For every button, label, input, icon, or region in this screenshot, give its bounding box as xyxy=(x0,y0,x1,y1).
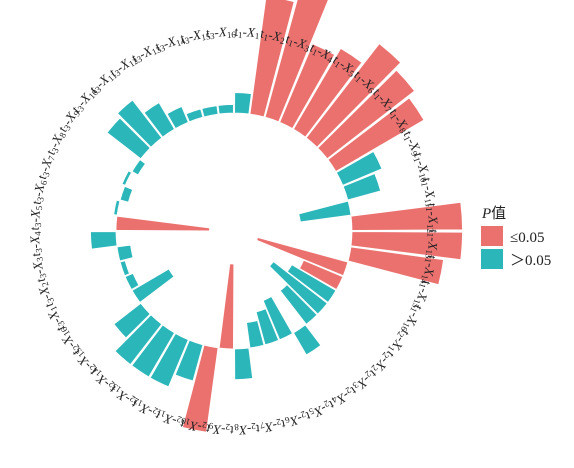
bar-t2-x11 xyxy=(174,339,204,382)
category-label-t2-x9: t2-X9 xyxy=(208,421,234,439)
bar-t3-x3 xyxy=(116,244,134,262)
bar-t2-x14 xyxy=(114,314,163,366)
category-label-t3-x9: t3-X9 xyxy=(55,105,82,135)
category-label-t3-x16: t3-X16 xyxy=(206,23,237,41)
bar-t1-x2 xyxy=(249,0,295,118)
bar-t2-x4 xyxy=(292,324,322,356)
bar-t1-x1 xyxy=(234,92,252,115)
bar-t3-x10 xyxy=(106,117,151,160)
category-labels-group: t1-X1 t1-X2t1-X3t1-X4t1-X5t1-X6t1-X7t1-X8… xyxy=(27,23,442,439)
category-label-t3-x2: t3-X2 xyxy=(34,281,57,310)
category-label-t3-x4: t3-X4 xyxy=(27,231,45,257)
bar-t2-x10 xyxy=(182,344,219,433)
category-label-t2-x10: t2-X10 xyxy=(179,415,211,437)
category-label-t1-x14: t1-X14 xyxy=(418,254,440,286)
bar-t1-x10 xyxy=(342,173,382,201)
bar-t1-x5 xyxy=(292,47,363,138)
category-label-t3-x5: t3-X5 xyxy=(27,205,45,231)
category-label-t2-x5: t2-X5 xyxy=(307,397,337,423)
bar-t3-x9 xyxy=(131,159,146,176)
bar-t2-x12 xyxy=(149,332,189,388)
bars-group xyxy=(90,0,463,433)
bar-t2-x1 xyxy=(286,264,337,303)
category-label-t3-x14: t3-X14 xyxy=(154,30,188,55)
category-label-t1-x7: t1-X7 xyxy=(369,85,398,115)
category-label-t2-x11: t2-X11 xyxy=(154,407,187,432)
category-label-t3-x1: t3-X1 xyxy=(43,304,68,333)
category-label-t3-x8: t3-X8 xyxy=(43,128,69,158)
bar-t2-x16 xyxy=(131,268,175,303)
legend-label-nonsig: ＞0.05 xyxy=(510,253,551,269)
category-label-t3-x7: t3-X7 xyxy=(34,152,57,181)
category-label-t2-x14: t2-X14 xyxy=(86,365,119,397)
bar-t3-x7 xyxy=(119,185,134,203)
category-label-t1-x2: t1-X2 xyxy=(259,26,287,47)
bar-t1-x9 xyxy=(335,150,383,186)
category-label-t2-x3: t2-X3 xyxy=(350,366,380,395)
category-label-t2-x16: t2-X16 xyxy=(53,324,83,358)
category-label-t2-x1: t2-X1 xyxy=(386,327,413,357)
category-label-t2-x12: t2-X12 xyxy=(129,396,162,423)
category-label-t1-x3: t1-X3 xyxy=(284,31,313,54)
bar-t2-x13 xyxy=(131,324,176,378)
bar-t3-x4 xyxy=(90,231,118,250)
bar-t3-x14 xyxy=(185,108,204,123)
legend: P值 ≤0.05 ＞0.05 xyxy=(481,205,551,269)
category-label-t2-x15: t2-X15 xyxy=(68,345,100,378)
category-label-t1-x4: t1-X4 xyxy=(307,40,337,66)
bar-t1-x16 xyxy=(299,259,344,291)
category-label-t2-x4: t2-X4 xyxy=(329,383,359,410)
category-label-t1-x1: t1-X1 xyxy=(234,24,260,42)
bar-t3-x6 xyxy=(113,199,121,216)
bar-t2-x9 xyxy=(218,263,235,350)
bar-t1-x15 xyxy=(256,236,349,277)
category-label-t2-x6: t2-X6 xyxy=(283,408,312,431)
legend-swatch-nonsig xyxy=(481,249,503,269)
legend-swatch-sig xyxy=(481,226,503,246)
bar-t2-x6 xyxy=(255,308,280,346)
bar-t3-x5 xyxy=(115,215,211,232)
bar-t3-x1 xyxy=(124,272,140,291)
category-label-t1-x11: t1-X11 xyxy=(418,176,439,208)
bar-t1-x4 xyxy=(279,43,336,130)
bar-t3-x13 xyxy=(166,106,189,130)
bar-t3-x11 xyxy=(116,99,163,148)
bar-t1-x8 xyxy=(327,97,425,173)
bar-t3-x16 xyxy=(217,104,234,115)
category-label-t3-x3: t3-X3 xyxy=(28,256,49,284)
bar-t1-x7 xyxy=(317,69,416,160)
category-label-t1-x13: t1-X13 xyxy=(424,229,442,260)
category-label-t2-x7: t2-X7 xyxy=(259,416,287,437)
bar-t1-x6 xyxy=(305,43,402,148)
category-label-t1-x9: t1-X9 xyxy=(400,128,426,158)
category-label-t1-x5: t1-X5 xyxy=(330,52,360,79)
legend-title: P值 xyxy=(481,205,506,222)
bar-t2-x15 xyxy=(113,302,151,339)
category-label-t1-x10: t1-X10 xyxy=(410,151,435,185)
bar-t1-x13 xyxy=(350,231,463,261)
category-label-t1-x12: t1-X12 xyxy=(424,203,442,233)
category-label-t3-x13: t3-X13 xyxy=(129,39,163,67)
bar-t2-x3 xyxy=(279,284,318,325)
bar-t2-x5 xyxy=(262,296,294,341)
bar-t2-x8 xyxy=(234,347,254,381)
category-label-t1-x8: t1-X8 xyxy=(386,106,413,136)
bar-t1-x11 xyxy=(298,200,352,223)
bar-t3-x15 xyxy=(201,105,219,118)
bar-t1-x14 xyxy=(347,246,444,286)
legend-label-sig: ≤0.05 xyxy=(510,230,544,246)
bar-t2-x7 xyxy=(246,319,265,349)
bar-t3-x8 xyxy=(121,170,133,186)
category-label-t3-x6: t3-X6 xyxy=(29,178,50,206)
category-label-t1-x15: t1-X15 xyxy=(410,278,435,312)
category-label-t2-x8: t2-X8 xyxy=(234,421,260,439)
bar-t1-x12 xyxy=(350,201,463,231)
category-label-t3-x15: t3-X15 xyxy=(179,25,211,47)
bar-t3-x2 xyxy=(119,260,130,277)
bar-t3-x12 xyxy=(143,102,176,138)
bar-t1-x3 xyxy=(264,0,329,123)
bar-t2-x2 xyxy=(268,261,328,315)
